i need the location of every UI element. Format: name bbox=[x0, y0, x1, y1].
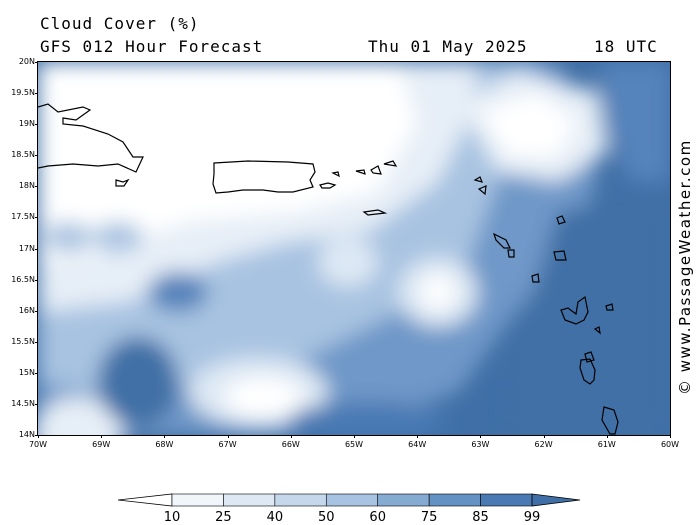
legend-cell bbox=[274, 493, 327, 507]
lat-tick bbox=[35, 435, 38, 436]
legend-level-label: 85 bbox=[472, 510, 489, 525]
marie-galante-coast bbox=[605, 303, 614, 311]
lon-label: 67W bbox=[218, 440, 237, 449]
culebra-coast bbox=[331, 171, 340, 178]
legend-level-label: 50 bbox=[318, 510, 335, 525]
lon-label: 70W bbox=[28, 440, 48, 449]
legend-level-label: 40 bbox=[266, 510, 284, 525]
lon-tick bbox=[606, 435, 608, 438]
coastlines bbox=[38, 103, 619, 435]
puerto-rico-coast bbox=[212, 160, 316, 194]
lon-tick bbox=[417, 435, 419, 438]
lon-label: 68W bbox=[155, 440, 174, 449]
lat-tick bbox=[35, 62, 38, 63]
legend-cell bbox=[325, 493, 379, 507]
lon-tick bbox=[670, 435, 671, 438]
st-john-coast bbox=[370, 165, 382, 175]
desirade-coast bbox=[593, 326, 601, 335]
legend-level-label: 99 bbox=[523, 510, 541, 525]
lon-label: 60W bbox=[660, 440, 680, 449]
lat-label: 17.5N bbox=[11, 212, 35, 222]
lon-tick bbox=[354, 435, 355, 438]
lat-label: 20N bbox=[18, 57, 35, 66]
lat-label: 14.5N bbox=[11, 398, 35, 408]
legend-cell bbox=[377, 493, 430, 507]
legend-level-label: 75 bbox=[420, 510, 438, 525]
tortola-coast bbox=[383, 160, 398, 167]
lat-tick bbox=[35, 186, 38, 188]
lon-tick bbox=[227, 435, 229, 438]
map-title: Cloud Cover (%) bbox=[40, 14, 200, 33]
guadeloupe-coast bbox=[560, 295, 589, 325]
legend-cell bbox=[428, 493, 481, 507]
hispaniola-south-tip bbox=[115, 178, 130, 187]
legend-cell bbox=[223, 493, 276, 507]
vieques-coast bbox=[319, 182, 337, 189]
lat-label: 15N bbox=[18, 367, 35, 377]
forecast-time: 18 UTC bbox=[594, 37, 658, 56]
st-kitts-coast bbox=[492, 232, 511, 249]
st-lucia-coast bbox=[601, 406, 619, 435]
lat-label: 18.5N bbox=[11, 150, 35, 160]
lat-label: 14N bbox=[18, 430, 35, 439]
lat-tick bbox=[35, 217, 38, 219]
lat-tick bbox=[35, 93, 38, 95]
st-martin-coast bbox=[477, 185, 487, 196]
lat-tick bbox=[35, 310, 38, 312]
lon-tick bbox=[543, 435, 545, 438]
barbuda-coast bbox=[556, 215, 566, 225]
st-croix-coast bbox=[362, 209, 388, 216]
forecast-date: Thu 01 May 2025 bbox=[368, 37, 528, 56]
credit-text: © www.PassageWeather.com bbox=[676, 139, 694, 395]
lat-label: 16N bbox=[18, 305, 35, 315]
lat-label: 16.5N bbox=[11, 274, 35, 284]
lat-tick bbox=[35, 248, 38, 250]
lon-label: 63W bbox=[471, 440, 490, 449]
legend-cell bbox=[171, 493, 224, 507]
lon-label: 69W bbox=[92, 440, 111, 449]
lon-label: 66W bbox=[281, 440, 300, 449]
nevis-coast bbox=[507, 249, 515, 258]
legend-level-label: 10 bbox=[163, 510, 181, 525]
lon-label: 62W bbox=[534, 440, 553, 449]
cloud-cover-fill bbox=[38, 62, 670, 435]
legend-level-label: 25 bbox=[215, 510, 232, 525]
model-label: GFS 012 Hour Forecast bbox=[40, 37, 264, 56]
lon-label: 65W bbox=[344, 440, 364, 449]
lat-tick bbox=[35, 279, 38, 281]
antigua-coast bbox=[553, 250, 567, 261]
lat-label: 17N bbox=[18, 243, 35, 253]
lat-tick bbox=[35, 124, 38, 126]
lat-label: 19N bbox=[18, 119, 35, 129]
anguilla-coast bbox=[473, 176, 484, 183]
lat-tick bbox=[35, 155, 38, 157]
lon-label: 61W bbox=[597, 440, 616, 449]
hispaniola-coast bbox=[38, 103, 144, 173]
martinique-coast bbox=[579, 358, 596, 385]
legend-arrow-low bbox=[118, 493, 173, 507]
st-thomas-coast bbox=[355, 169, 366, 175]
legend-colorbar bbox=[118, 493, 581, 507]
legend-cell bbox=[480, 493, 533, 507]
lat-tick bbox=[35, 372, 38, 374]
legend-arrow-high bbox=[531, 493, 581, 507]
lat-tick bbox=[35, 341, 38, 343]
lat-label: 19.5N bbox=[11, 88, 35, 98]
lon-tick bbox=[290, 435, 292, 438]
legend-level-label: 60 bbox=[369, 510, 386, 525]
montserrat-coast bbox=[531, 273, 540, 283]
lon-tick bbox=[164, 435, 166, 438]
lat-label: 18N bbox=[18, 181, 35, 191]
lon-label: 64W bbox=[408, 440, 427, 449]
lat-label: 15.5N bbox=[11, 336, 35, 346]
lat-tick bbox=[35, 403, 38, 405]
lon-tick bbox=[480, 435, 482, 438]
cloud-cover-map[interactable] bbox=[37, 61, 671, 436]
lon-tick bbox=[38, 435, 39, 438]
lon-tick bbox=[101, 435, 103, 438]
